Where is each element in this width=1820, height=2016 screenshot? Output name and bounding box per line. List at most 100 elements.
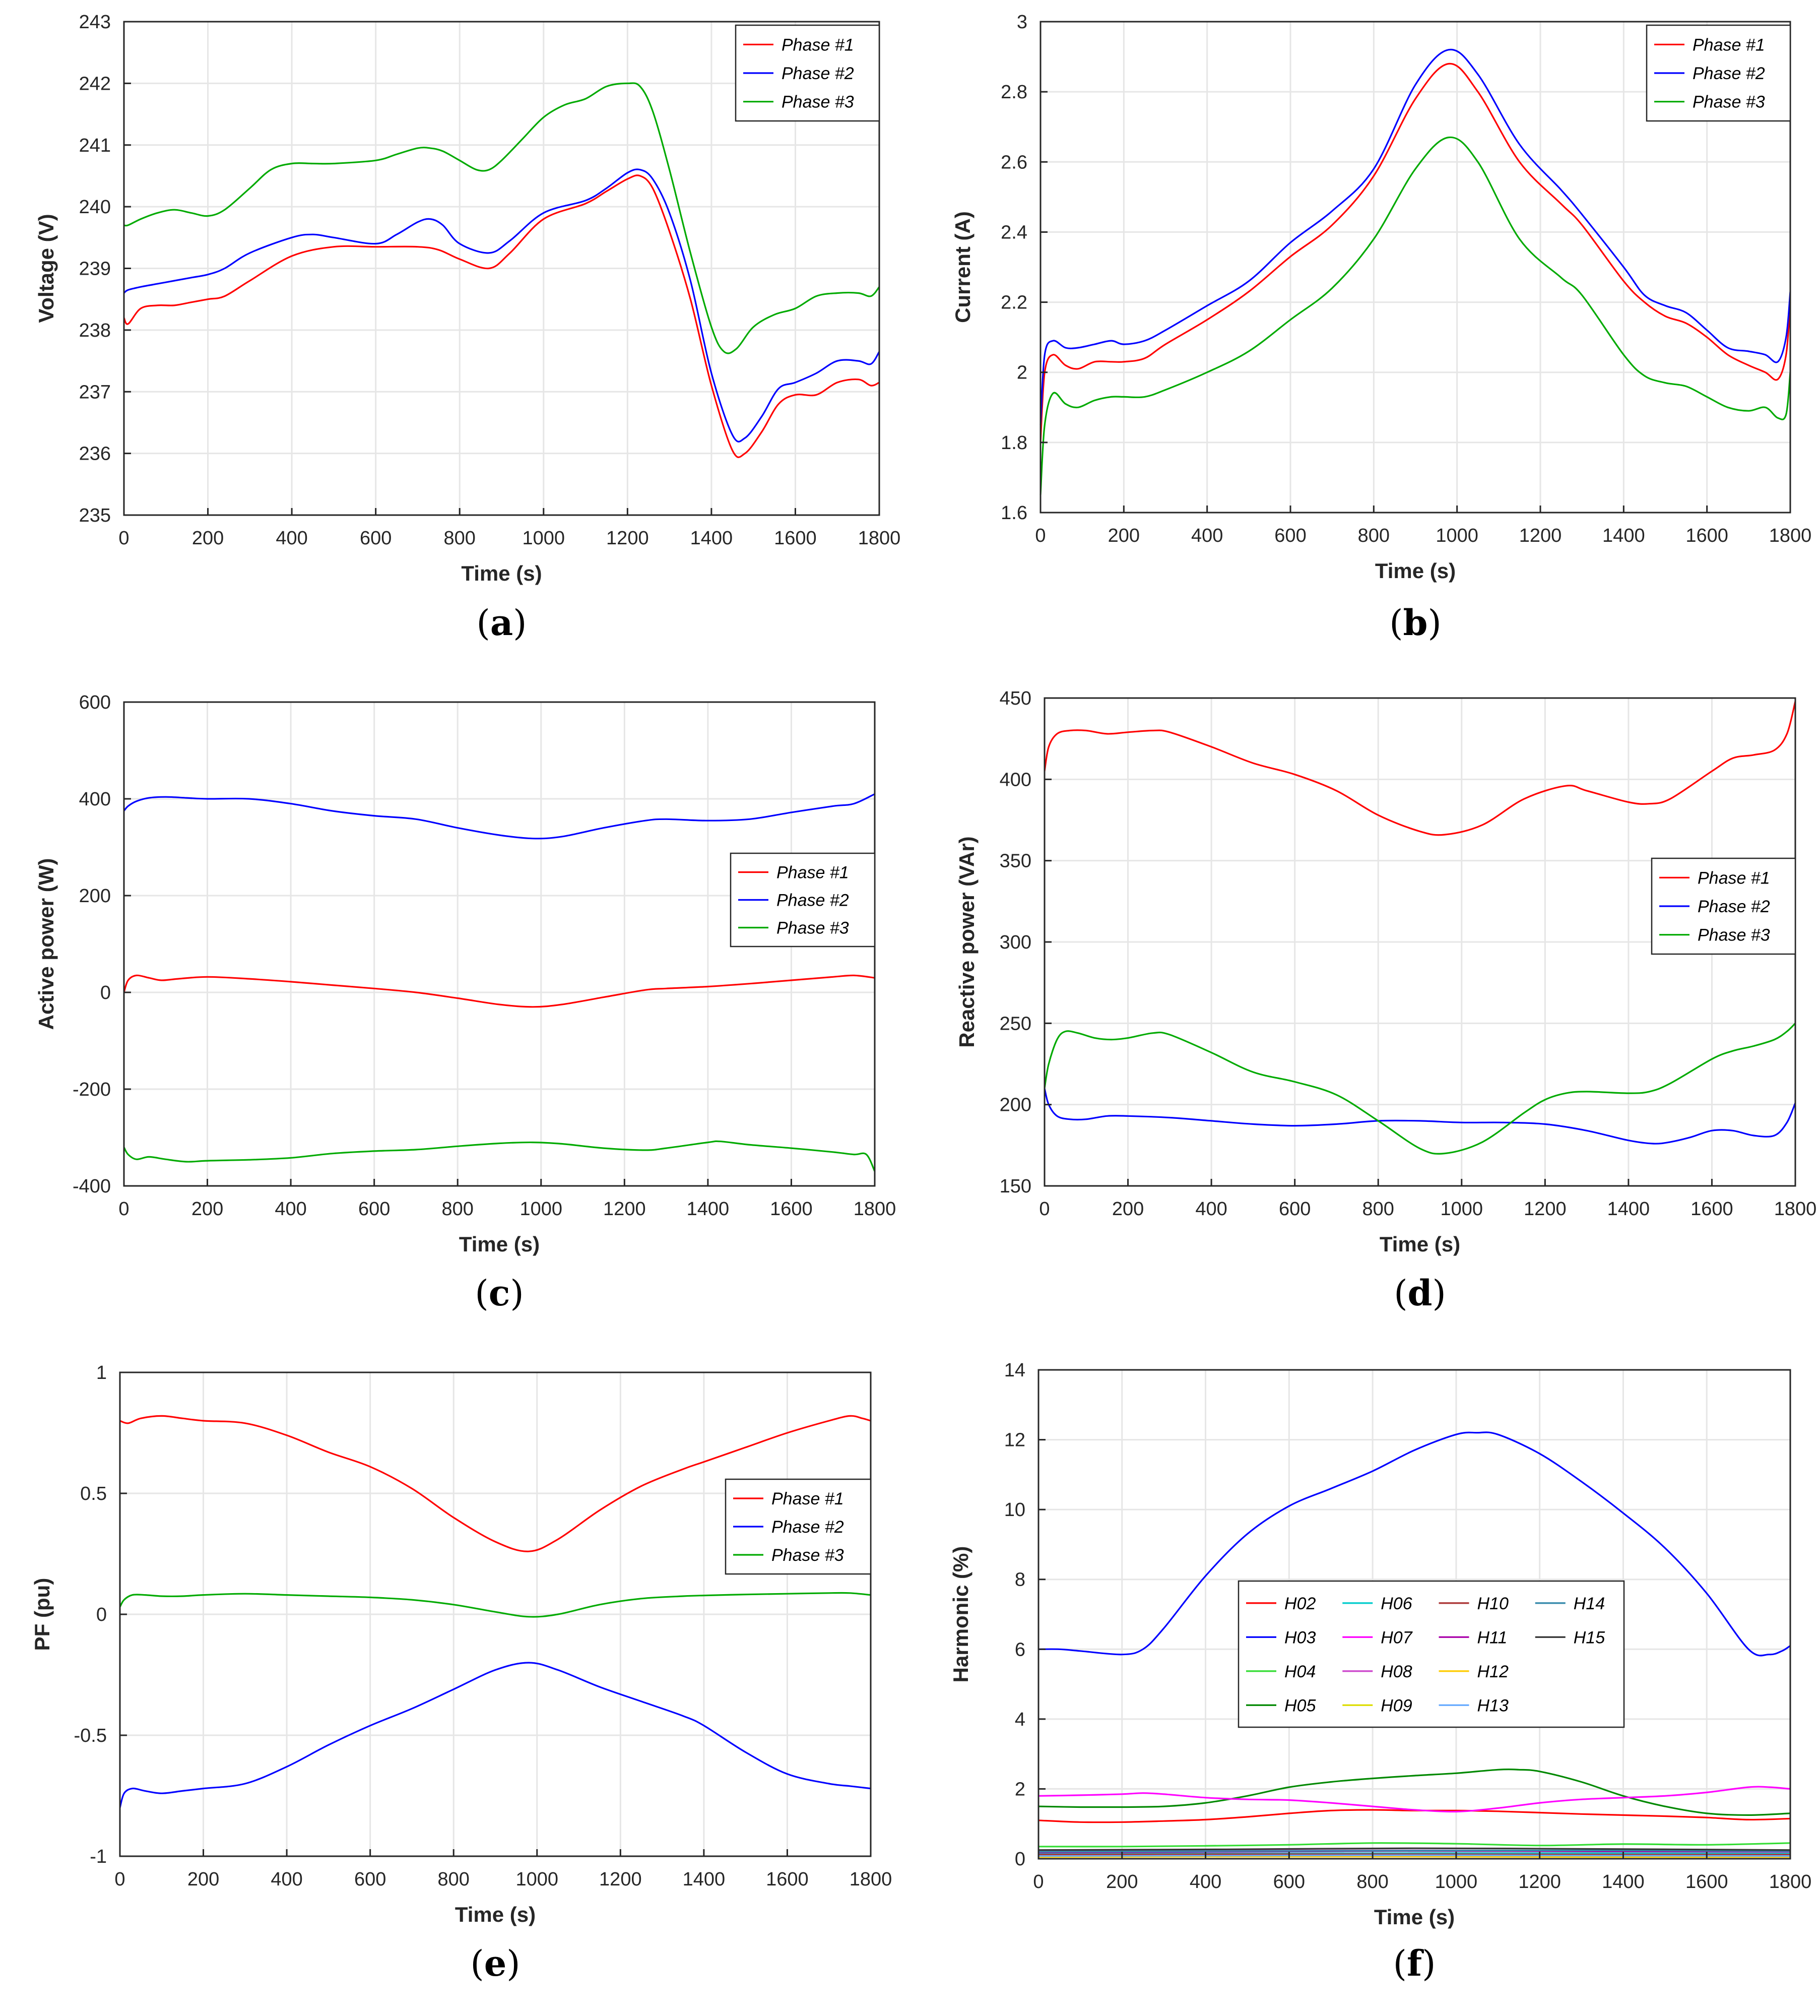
- series-line-h15: [1038, 1847, 1791, 1851]
- legend-entry: H08: [1342, 1662, 1412, 1681]
- legend-label: H03: [1284, 1628, 1316, 1647]
- legend-label: Phase #1: [776, 863, 849, 883]
- legend-entry: Phase #3: [738, 919, 849, 938]
- y-tick-label: 14: [1004, 1360, 1025, 1381]
- legend-entry: H04: [1246, 1662, 1316, 1681]
- series-line-h07: [1038, 1786, 1791, 1813]
- panel-label-paren: ): [1422, 1943, 1436, 1984]
- x-axis-label: Time (s): [1375, 559, 1456, 583]
- x-axis-label: Time (s): [455, 1903, 536, 1926]
- x-tick-label: 600: [1273, 1871, 1305, 1893]
- y-tick-label: 6: [1015, 1639, 1025, 1660]
- y-axis-label: Active power (W): [34, 858, 58, 1030]
- x-tick-label: 1600: [766, 1869, 809, 1890]
- legend-label: Phase #1: [782, 35, 854, 54]
- x-tick-label: 400: [1191, 525, 1223, 546]
- x-tick-label: 200: [1108, 525, 1140, 546]
- legend-label: H07: [1381, 1628, 1412, 1647]
- series-line-h14: [1038, 1849, 1791, 1853]
- x-tick-label: 0: [118, 1199, 129, 1220]
- panel-label: (f): [1393, 1942, 1436, 1984]
- y-axis-label: PF (pu): [30, 1578, 54, 1651]
- x-tick-label: 600: [354, 1869, 386, 1890]
- x-tick-label: 1600: [1685, 525, 1728, 546]
- x-tick-label: 1200: [606, 528, 649, 549]
- series-line-phase-2: [1044, 1088, 1796, 1145]
- y-tick-label: 239: [79, 259, 111, 280]
- panel-label-paren: (: [1393, 1943, 1407, 1984]
- series-line-phase-2: [123, 168, 880, 443]
- chart-panel-c: 0 200 400 600 800 1000 1200 1400 1600 1800 -400 -20…: [34, 692, 896, 1314]
- y-tick-label: 200: [1000, 1095, 1031, 1116]
- x-tick-label: 400: [271, 1869, 302, 1890]
- y-tick-label: 242: [79, 73, 111, 94]
- y-tick-label: 1: [96, 1362, 107, 1383]
- chart-panel-e: 0 200 400 600 800 1000 1200 1400 1600 1800 -1 -0.5 0…: [30, 1362, 892, 1984]
- y-tick-label: 1.8: [1001, 432, 1027, 454]
- legend-entry: Phase #3: [733, 1546, 844, 1565]
- series-line-phase-3: [123, 1140, 876, 1172]
- y-tick-label: 200: [79, 886, 111, 907]
- legend-entry: H11: [1439, 1628, 1508, 1647]
- panel-label-letter: f: [1407, 1942, 1424, 1984]
- y-tick-label: 241: [79, 135, 111, 156]
- y-axis-label: Harmonic (%): [949, 1546, 972, 1683]
- x-tick-label: 800: [1356, 1871, 1388, 1893]
- legend-label: H14: [1574, 1594, 1605, 1613]
- legend-entry: Phase #1: [1654, 35, 1765, 54]
- panel-label-letter: d: [1408, 1272, 1433, 1314]
- y-tick-label: 350: [1000, 851, 1031, 872]
- legend-entry: Phase #2: [1654, 64, 1765, 83]
- x-tick-label: 1800: [1769, 1871, 1812, 1893]
- series-line-phase-2: [1039, 48, 1791, 425]
- x-tick-label: 1000: [1441, 1199, 1483, 1220]
- legend-label: H12: [1477, 1662, 1509, 1681]
- panel-label-paren: ): [1432, 1273, 1446, 1314]
- y-tick-label: -200: [73, 1079, 111, 1100]
- x-tick-label: 1000: [523, 528, 565, 549]
- y-tick-label: -1: [90, 1846, 107, 1867]
- y-tick-label: 243: [79, 12, 111, 33]
- legend-label: Phase #1: [1698, 868, 1770, 888]
- x-tick-label: 1000: [1435, 1871, 1478, 1893]
- y-axis-label: Voltage (V): [34, 214, 58, 323]
- y-tick-label: 238: [79, 320, 111, 341]
- panel-label-letter: b: [1403, 602, 1428, 644]
- series-line-h05: [1038, 1769, 1791, 1816]
- legend-label: H05: [1284, 1696, 1316, 1715]
- series-line-phase-1: [1039, 62, 1791, 443]
- x-tick-label: 600: [1279, 1199, 1311, 1220]
- y-tick-label: 2: [1015, 1779, 1025, 1800]
- x-tick-label: 1200: [599, 1869, 642, 1890]
- panel-label-paren: ): [506, 1943, 520, 1984]
- y-axis-label: Current (A): [951, 211, 974, 323]
- series-line-phase-3: [123, 82, 880, 354]
- y-tick-label: 240: [79, 197, 111, 218]
- x-tick-label: 1000: [1436, 525, 1478, 546]
- x-tick-label: 1000: [520, 1199, 563, 1220]
- x-tick-label: 1400: [687, 1199, 730, 1220]
- panel-label-letter: a: [490, 602, 513, 644]
- legend: Phase #1 Phase #2 Phase #3: [1651, 857, 1796, 955]
- x-tick-label: 1400: [1602, 1871, 1645, 1893]
- x-tick-label: 400: [1195, 1199, 1227, 1220]
- y-tick-label: 2.8: [1001, 82, 1027, 103]
- legend-label: Phase #2: [782, 64, 854, 83]
- y-tick-label: 0: [100, 982, 111, 1003]
- legend-label: Phase #2: [1698, 897, 1770, 916]
- y-tick-label: 3: [1017, 12, 1027, 33]
- panel-label-paren: ): [513, 602, 527, 644]
- panel-label-paren: (: [475, 1273, 488, 1314]
- legend-label: H11: [1477, 1628, 1508, 1647]
- panel-label: (a): [477, 602, 527, 644]
- x-tick-label: 1200: [603, 1199, 646, 1220]
- legend-entry: H06: [1342, 1594, 1412, 1613]
- legend-label: Phase #2: [771, 1518, 844, 1537]
- x-tick-label: 200: [192, 528, 224, 549]
- x-tick-label: 1400: [1607, 1199, 1650, 1220]
- x-tick-label: 200: [1106, 1871, 1138, 1893]
- legend-label: H10: [1477, 1594, 1509, 1613]
- panel-label-letter: c: [489, 1272, 510, 1314]
- y-tick-label: 2: [1017, 362, 1027, 384]
